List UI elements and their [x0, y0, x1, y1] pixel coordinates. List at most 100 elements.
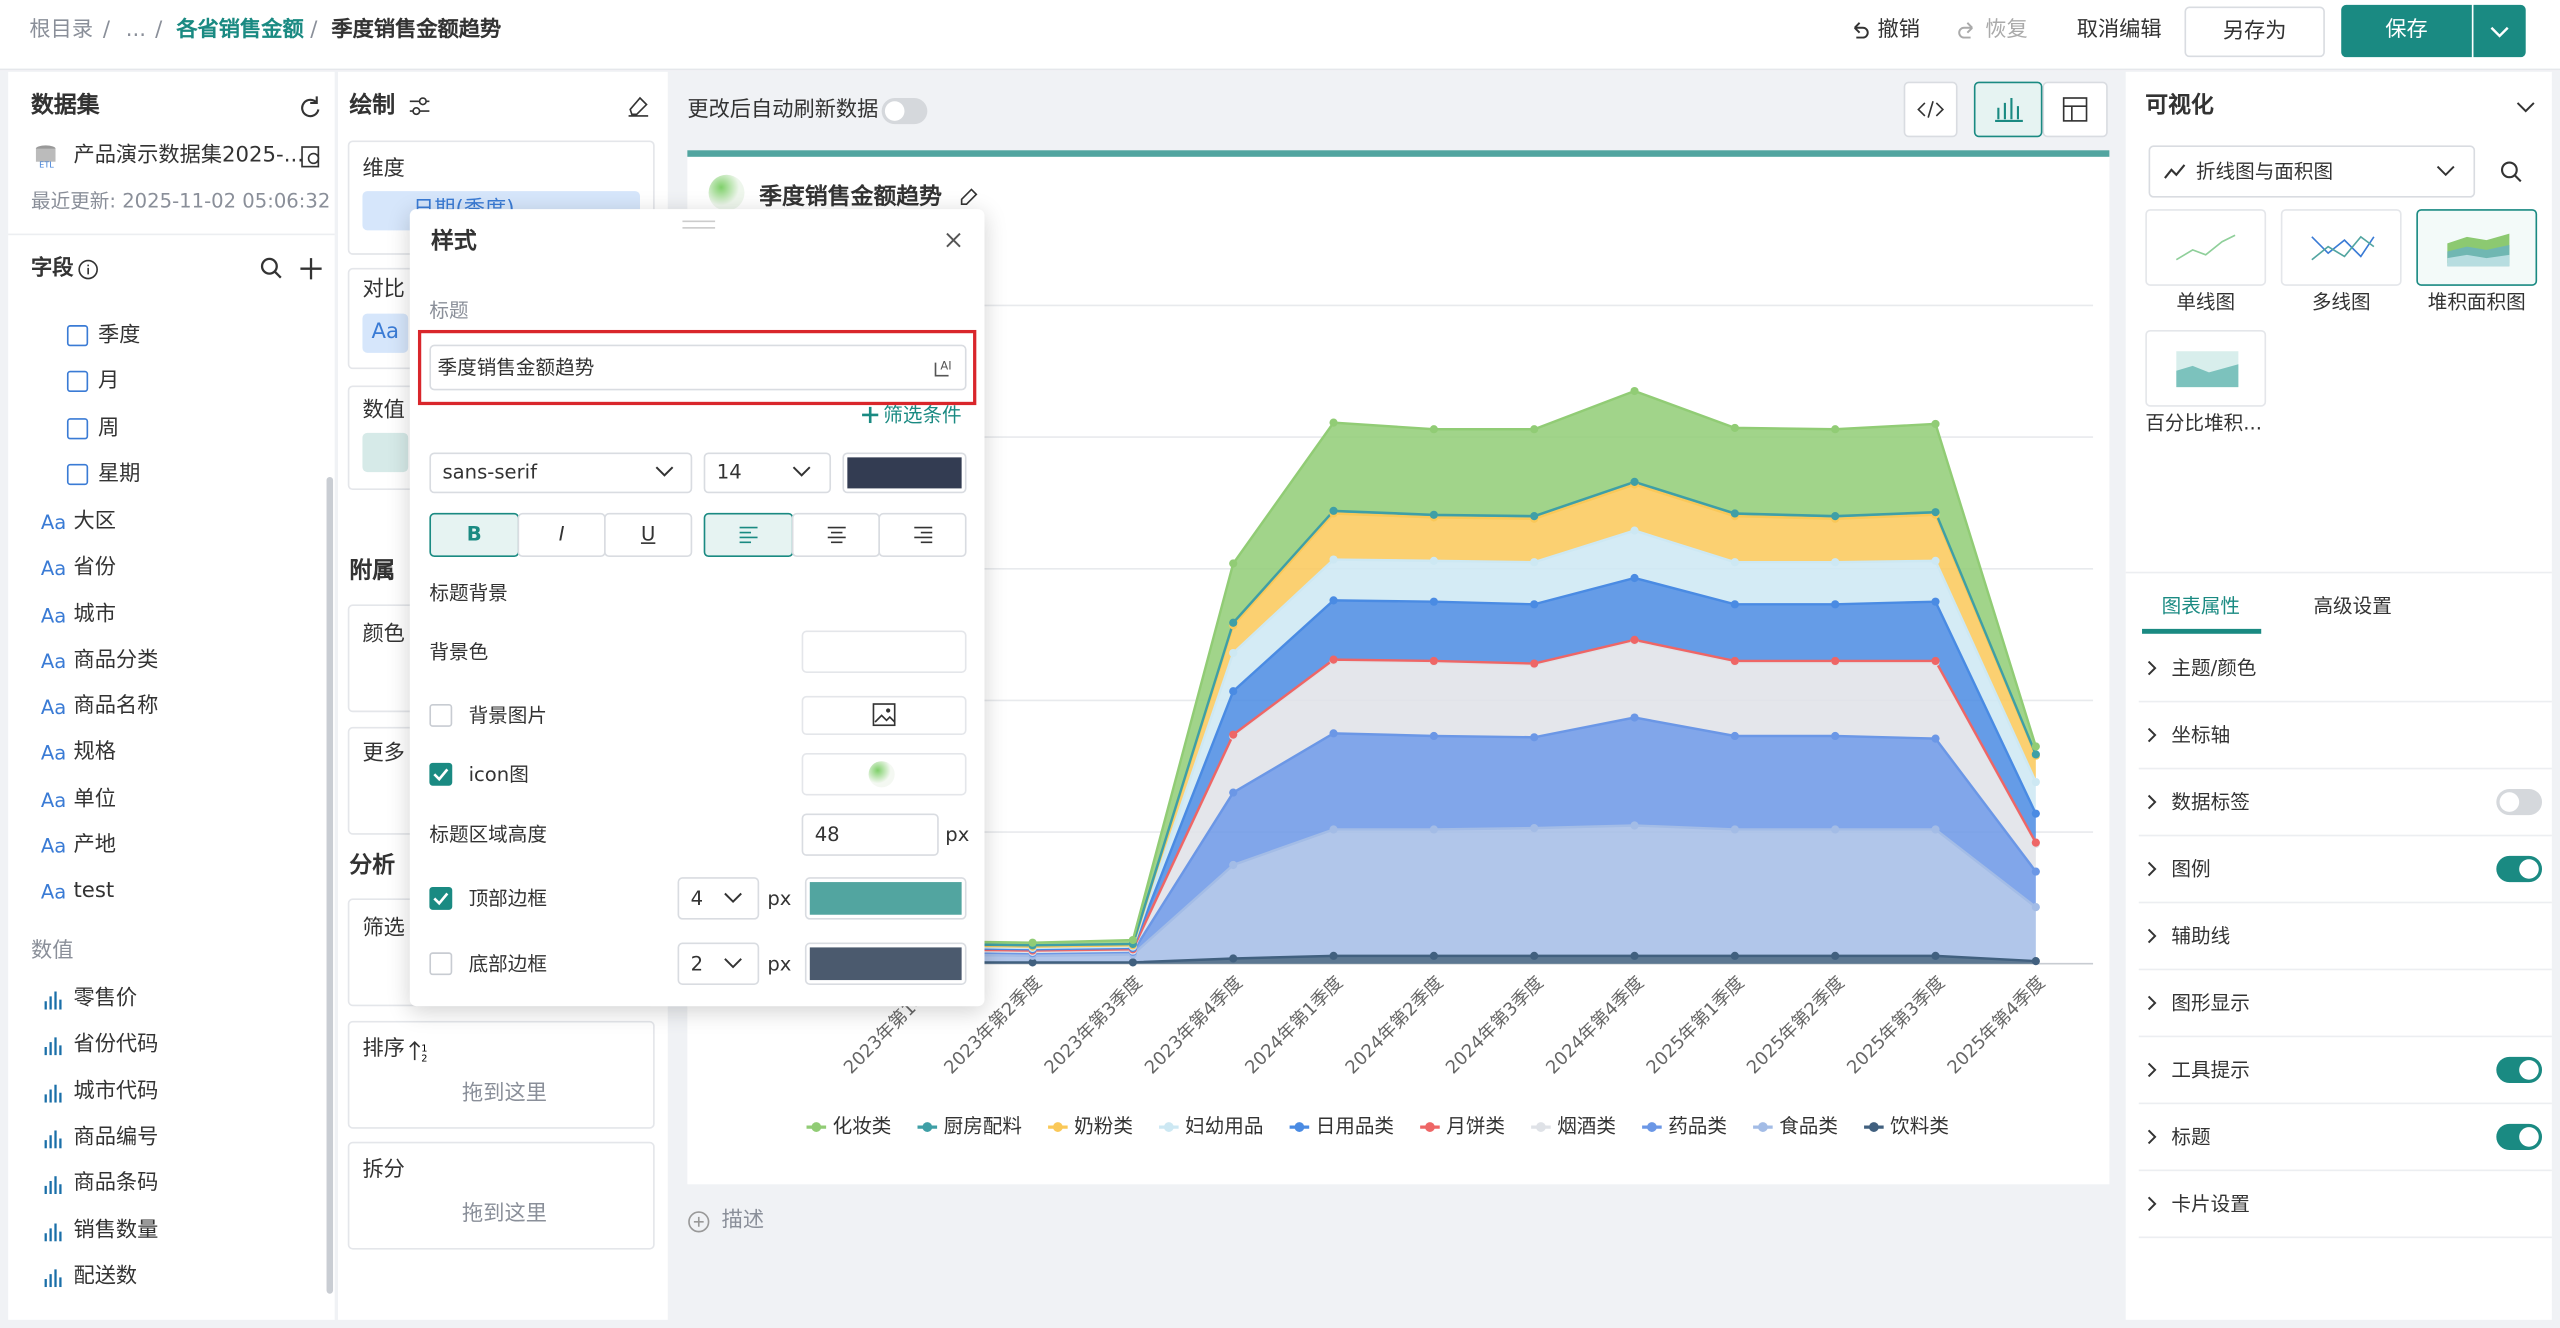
undo-icon [1853, 22, 1869, 39]
section-toggle[interactable] [2496, 1056, 2543, 1083]
table-view-button[interactable] [2042, 81, 2108, 138]
filter-label: 筛选 [362, 916, 405, 941]
icon-checkbox[interactable] [429, 762, 453, 786]
search-icon[interactable] [2500, 160, 2523, 183]
chart-family-select[interactable] [2148, 145, 2476, 198]
text-field[interactable]: 单位 [73, 786, 116, 812]
bottom-border-color-picker[interactable] [804, 942, 967, 985]
add-description-icon[interactable] [687, 1210, 710, 1233]
eraser-icon[interactable] [627, 95, 650, 118]
top-border-checkbox[interactable] [429, 886, 453, 910]
dataset-name[interactable]: 产品演示数据集2025-... [73, 143, 304, 169]
align-right-button[interactable] [878, 512, 967, 558]
breadcrumb-item[interactable]: ... [125, 17, 146, 43]
measure-field[interactable]: 商品编号 [73, 1125, 159, 1150]
icon-picker[interactable] [801, 753, 967, 796]
font-family-select[interactable] [429, 452, 693, 494]
code-view-button[interactable] [1903, 81, 1958, 138]
section-toggle[interactable] [2496, 855, 2543, 883]
measure-field[interactable]: 商品条码 [73, 1171, 159, 1196]
text-field[interactable]: test [73, 878, 115, 904]
close-button[interactable] [945, 232, 961, 248]
add-icon[interactable] [299, 256, 323, 281]
settings-icon[interactable] [408, 95, 431, 118]
dataset-view-icon[interactable] [300, 145, 323, 168]
add-filter-button[interactable]: 筛选条件 [883, 403, 962, 427]
top-border-color-picker[interactable] [804, 877, 967, 920]
text-field[interactable]: 省份 [73, 555, 116, 581]
title-input[interactable] [429, 344, 967, 391]
area-height-input[interactable] [801, 813, 939, 856]
save-button[interactable]: 保存 [2341, 4, 2472, 58]
ai-icon[interactable]: AI [932, 356, 955, 379]
drag-handle[interactable] [682, 220, 716, 229]
section-label[interactable]: 辅助线 [2171, 924, 2231, 948]
underline-button[interactable]: U [604, 512, 693, 558]
bottom-border-checkbox[interactable] [429, 952, 453, 976]
expand-icon [2145, 658, 2158, 678]
font-color-picker[interactable] [842, 452, 967, 494]
date-field[interactable]: 季度 [97, 323, 141, 348]
measure-field[interactable]: 销售数量 [73, 1217, 159, 1243]
collapse-icon[interactable] [2516, 100, 2536, 116]
breadcrumb-item[interactable]: 各省销售金额 [176, 17, 304, 43]
section-label[interactable]: 标题 [2171, 1125, 2211, 1149]
text-field[interactable]: 规格 [73, 740, 116, 765]
font-size-select[interactable] [703, 452, 832, 494]
search-icon[interactable] [260, 256, 284, 281]
italic-button[interactable]: I [517, 512, 606, 558]
date-field-icon [66, 325, 89, 347]
section-label[interactable]: 数据标签 [2171, 790, 2250, 814]
text-field-icon: Aa [40, 788, 67, 812]
background-image-checkbox[interactable] [429, 704, 453, 727]
description-button[interactable]: 描述 [721, 1208, 765, 1234]
save-dropdown[interactable] [2473, 4, 2526, 58]
background-color-picker[interactable] [801, 630, 967, 673]
chart-type-card[interactable] [2145, 209, 2267, 286]
chart-view-button[interactable] [1973, 81, 2043, 138]
date-field[interactable]: 月 [97, 369, 120, 395]
text-field[interactable]: 商品名称 [73, 694, 159, 719]
panel-title: 数据集 [31, 93, 100, 120]
text-field[interactable]: 大区 [73, 509, 116, 535]
save-as-button[interactable]: 另存为 [2184, 6, 2325, 58]
compare-chip[interactable]: Aa [362, 313, 409, 353]
section-toggle[interactable] [2496, 788, 2543, 816]
undo-button[interactable]: 撤销 [1877, 17, 1921, 43]
date-field[interactable]: 星期 [97, 462, 141, 487]
value-chip[interactable] [362, 432, 409, 473]
text-field[interactable]: 商品分类 [73, 648, 159, 673]
section-label[interactable]: 图例 [2171, 857, 2211, 881]
refresh-icon[interactable] [299, 95, 322, 118]
chart-type-card[interactable] [2280, 209, 2402, 286]
section-toggle[interactable] [2496, 1123, 2543, 1150]
align-center-button[interactable] [791, 512, 880, 558]
background-image-picker[interactable] [801, 695, 967, 736]
section-label[interactable]: 图形显示 [2171, 991, 2250, 1015]
bold-button[interactable]: B [429, 512, 520, 558]
measure-field[interactable]: 城市代码 [73, 1079, 159, 1104]
section-label[interactable]: 工具提示 [2171, 1058, 2250, 1082]
section-label[interactable]: 卡片设置 [2171, 1192, 2250, 1216]
measure-field[interactable]: 配送数 [73, 1263, 138, 1289]
top-border-width-select[interactable] [677, 877, 760, 920]
measure-field[interactable]: 省份代码 [73, 1032, 159, 1058]
scrollbar[interactable] [326, 476, 334, 1294]
section-label[interactable]: 坐标轴 [2171, 723, 2231, 747]
auto-refresh-toggle[interactable] [881, 98, 928, 125]
align-left-button[interactable] [703, 512, 794, 558]
cancel-edit-button[interactable]: 取消编辑 [2076, 17, 2162, 43]
add-filter-icon [862, 406, 879, 424]
text-field[interactable]: 产地 [73, 832, 116, 858]
sort-icon[interactable]: 12 [408, 1039, 431, 1062]
tab[interactable]: 高级设置 [2313, 594, 2392, 618]
measure-field[interactable]: 零售价 [73, 986, 138, 1012]
section-label[interactable]: 主题/颜色 [2171, 656, 2257, 680]
text-field[interactable]: 城市 [73, 601, 116, 627]
date-field[interactable]: 周 [97, 415, 120, 441]
breadcrumb-item[interactable]: 根目录 [29, 17, 94, 43]
chart-type-card[interactable] [2145, 329, 2267, 407]
redo-button[interactable]: 恢复 [1985, 17, 2028, 43]
tab-active[interactable]: 图表属性 [2161, 594, 2241, 618]
chart-type-card-selected[interactable] [2416, 209, 2538, 286]
